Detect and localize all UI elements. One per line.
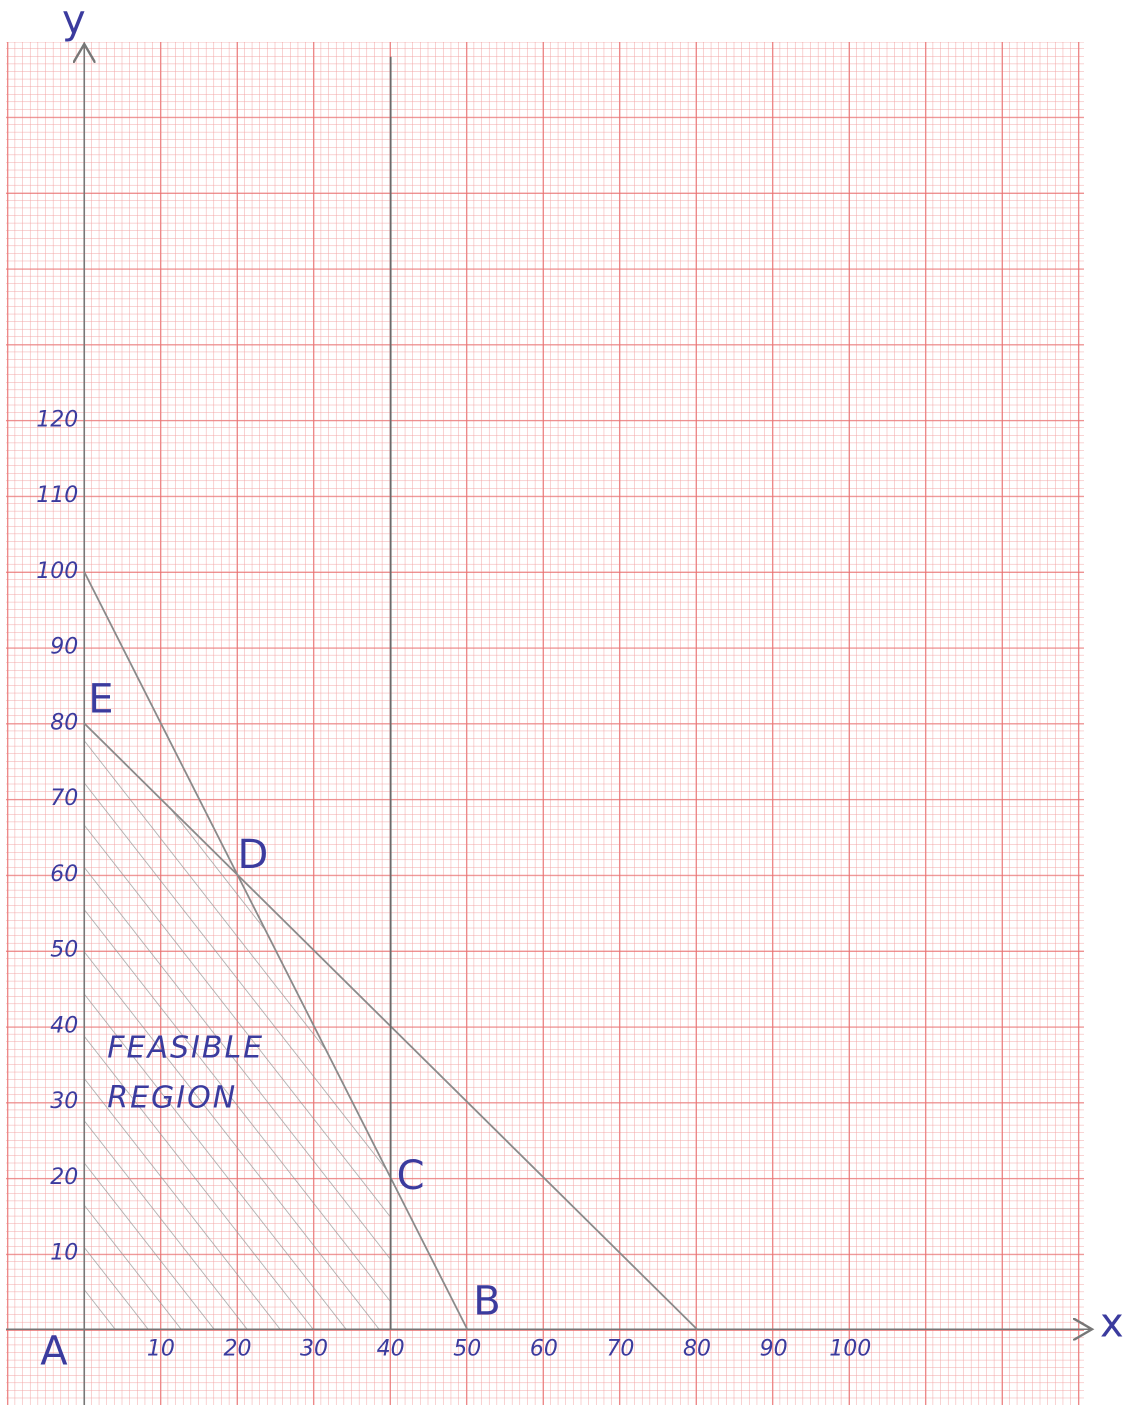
y-tick-label: 10: [50, 1241, 78, 1266]
corner-point-label: C: [397, 1153, 425, 1199]
y-tick-label: 20: [50, 1165, 78, 1190]
y-tick-label: 90: [50, 635, 78, 660]
x-tick-label: 30: [300, 1336, 328, 1361]
x-tick-label: 20: [223, 1336, 251, 1361]
region-label: REGION: [107, 1081, 237, 1116]
plot: FEASIBLE REGION y x 10 20 30 40 50 60 70 80 90 100 10 2…: [6, 0, 1124, 1405]
region-label: FEASIBLE: [107, 1031, 264, 1066]
x-tick-label: 70: [606, 1336, 634, 1361]
corner-point-label: E: [88, 676, 113, 722]
corner-point-label: A: [40, 1328, 68, 1374]
y-axis-label: y: [62, 0, 86, 43]
x-tick-label: 90: [760, 1336, 788, 1361]
y-tick-label: 80: [50, 710, 78, 735]
y-tick-label: 30: [50, 1089, 78, 1114]
y-tick-label: 40: [50, 1013, 78, 1038]
y-tick-label: 120: [36, 407, 78, 432]
x-tick-label: 50: [453, 1336, 481, 1361]
feasible-region: [84, 723, 391, 1330]
x-tick-label: 80: [683, 1336, 711, 1361]
y-tick-label: 60: [50, 862, 78, 887]
corner-point-label: D: [237, 832, 268, 878]
x-tick-label: 100: [829, 1336, 871, 1361]
x-tick-label: 40: [377, 1336, 405, 1361]
y-tick-label: 100: [36, 559, 78, 584]
corner-point-label: B: [473, 1278, 500, 1324]
x-tick-label: 10: [147, 1336, 175, 1361]
y-tick-label: 50: [50, 938, 78, 963]
constraint-line: [83, 571, 469, 1330]
y-tick-label: 70: [50, 786, 78, 811]
x-axis-label: x: [1100, 1300, 1124, 1346]
x-tick-label: 60: [530, 1336, 558, 1361]
y-tick-label: 110: [36, 483, 78, 508]
